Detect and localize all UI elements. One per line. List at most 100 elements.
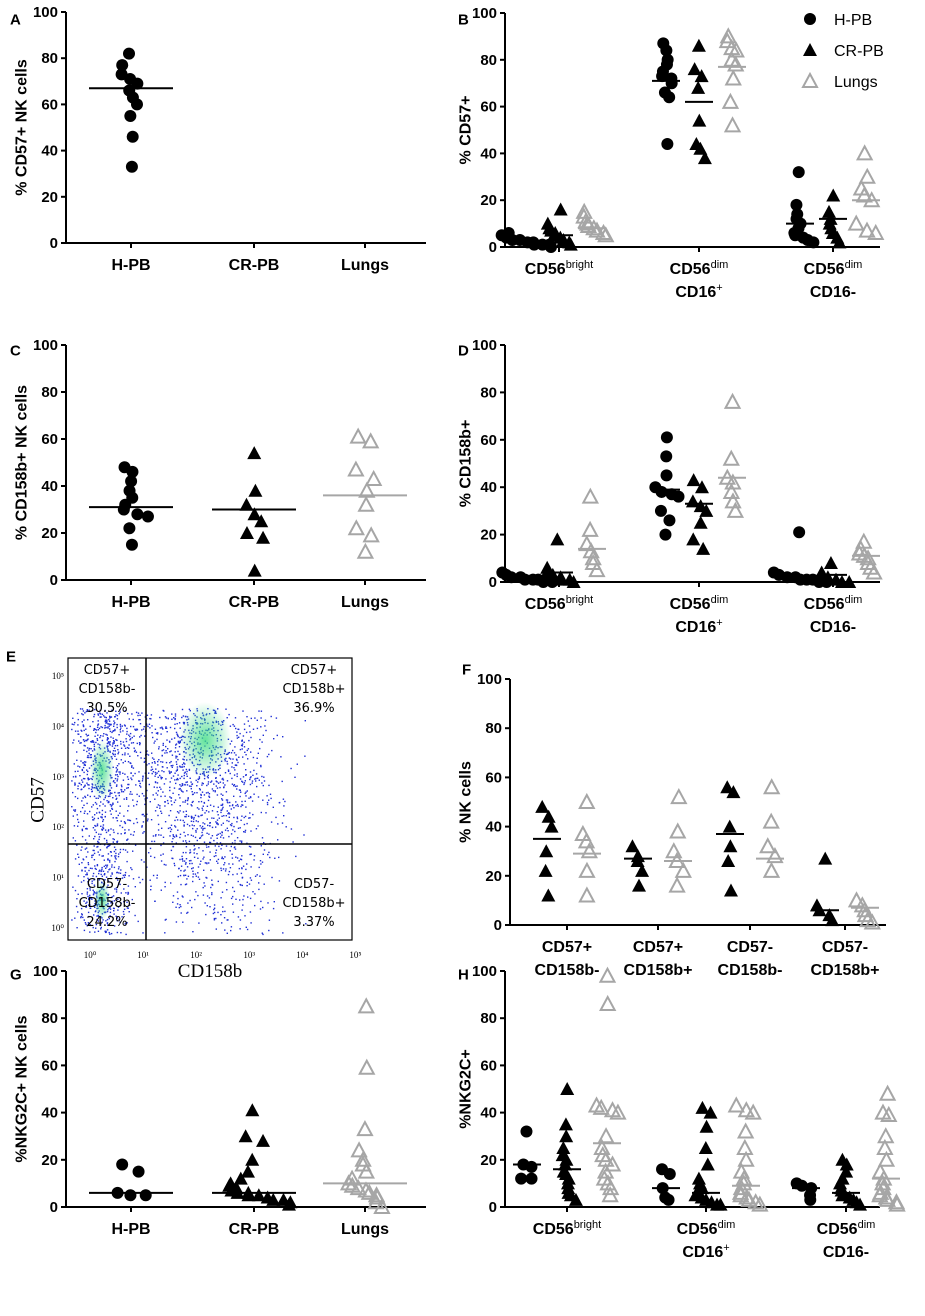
category-label-line2: CD158b- — [535, 962, 600, 979]
point-hpb — [123, 522, 136, 535]
point-crpb — [721, 854, 736, 868]
point-crpb — [568, 1192, 583, 1206]
category-label-line2: CD16- — [823, 1244, 869, 1261]
point-crpb — [722, 819, 737, 833]
point-lungs — [719, 27, 737, 44]
point-lungs — [878, 1190, 896, 1207]
panel-label: G — [10, 966, 22, 983]
category-label: CD56bright — [525, 259, 593, 278]
y-axis-label: % CD158b+ — [458, 420, 475, 508]
y-tick-label: 100 — [33, 963, 58, 980]
panel-label: H — [458, 966, 469, 983]
point-lungs — [367, 1193, 385, 1210]
point-lungs — [577, 832, 596, 849]
point-lungs — [721, 92, 740, 109]
point-lungs — [350, 1141, 368, 1158]
point-crpb — [560, 1082, 575, 1095]
panel-label: F — [462, 661, 471, 678]
point-lungs — [578, 792, 596, 809]
category-label-line2: CD16- — [810, 619, 856, 636]
y-axis-label: % NK cells — [458, 761, 475, 843]
x-axis-label: CD158b — [178, 961, 242, 982]
panel-B: B 0 20 40 60 80 100 % CD57+ CD56bright CD56dim CD1… — [458, 5, 885, 301]
point-lungs — [736, 1122, 755, 1139]
point-hpb — [130, 98, 143, 111]
point-crpb — [241, 1188, 256, 1202]
x-tick-label: 10¹ — [137, 950, 149, 960]
y-tick-label: 100 — [33, 4, 58, 21]
point-lungs — [601, 1179, 620, 1196]
panel-label: E — [6, 648, 16, 665]
point-hpb — [792, 166, 805, 179]
point-crpb — [247, 446, 262, 460]
point-lungs — [592, 1098, 610, 1115]
category-label: CD57+ — [542, 939, 592, 956]
point-lungs — [865, 563, 883, 580]
point-lungs — [588, 561, 606, 578]
point-hpb — [662, 1193, 675, 1206]
point-crpb — [245, 1152, 260, 1166]
dense-region — [94, 880, 110, 920]
point-crpb — [541, 809, 556, 823]
point-hpb — [123, 47, 135, 60]
point-lungs — [669, 822, 687, 839]
y-tick-label: 10¹ — [52, 873, 64, 883]
category-label: Lungs — [341, 594, 389, 611]
point-lungs — [597, 226, 615, 243]
category-label: Lungs — [341, 257, 389, 274]
category-label: CD56dim — [804, 594, 863, 613]
point-hpb — [544, 241, 557, 253]
point-lungs — [584, 549, 602, 566]
point-lungs — [878, 1084, 897, 1101]
point-lungs — [581, 487, 600, 504]
point-crpb — [240, 1164, 255, 1178]
point-lungs — [360, 1183, 379, 1200]
y-tick-label: 60 — [485, 769, 502, 786]
legend: H-PB CR-PB Lungs — [801, 12, 884, 91]
y-tick-label: 60 — [41, 1057, 58, 1074]
quadrant-bottom-left-text: CD158b- — [79, 896, 136, 911]
point-hpb — [655, 485, 668, 498]
point-hpb — [804, 1193, 817, 1206]
point-crpb — [823, 556, 838, 570]
point-lungs — [858, 167, 876, 184]
point-crpb — [700, 1157, 715, 1171]
point-hpb — [537, 576, 550, 588]
point-crpb — [687, 62, 702, 76]
point-lungs — [357, 495, 375, 512]
point-lungs — [766, 847, 784, 864]
y-tick-label: 20 — [480, 1152, 497, 1169]
quadrant-top-left-text: CD158b- — [79, 682, 136, 697]
point-crpb — [842, 575, 857, 588]
point-crpb — [697, 151, 712, 165]
point-crpb — [825, 913, 840, 927]
point-crpb — [826, 188, 841, 202]
y-tick-label: 80 — [485, 720, 502, 737]
point-lungs — [744, 1103, 762, 1120]
point-lungs — [596, 1162, 615, 1179]
panel-label: B — [458, 11, 469, 28]
point-hpb — [141, 510, 154, 523]
point-lungs — [759, 837, 777, 854]
point-crpb — [553, 202, 568, 216]
point-hpb — [515, 1172, 528, 1185]
category-label: CD57- — [822, 939, 868, 956]
point-hpb — [139, 1189, 152, 1202]
category-label: H-PB — [111, 1221, 150, 1238]
y-tick-label: 100 — [33, 337, 58, 354]
category-label: Lungs — [341, 1221, 389, 1238]
y-axis-label: % CD57+ — [458, 96, 475, 165]
point-crpb — [247, 563, 262, 577]
point-crpb — [254, 514, 269, 528]
point-hpb — [790, 198, 803, 211]
point-hpb — [125, 475, 138, 488]
point-lungs — [726, 501, 745, 518]
dense-region — [179, 702, 231, 778]
point-lungs — [347, 519, 366, 536]
point-crpb — [538, 863, 553, 877]
point-lungs — [578, 534, 596, 552]
point-hpb — [659, 528, 672, 541]
point-lungs — [867, 223, 885, 240]
point-hpb — [525, 1160, 538, 1173]
